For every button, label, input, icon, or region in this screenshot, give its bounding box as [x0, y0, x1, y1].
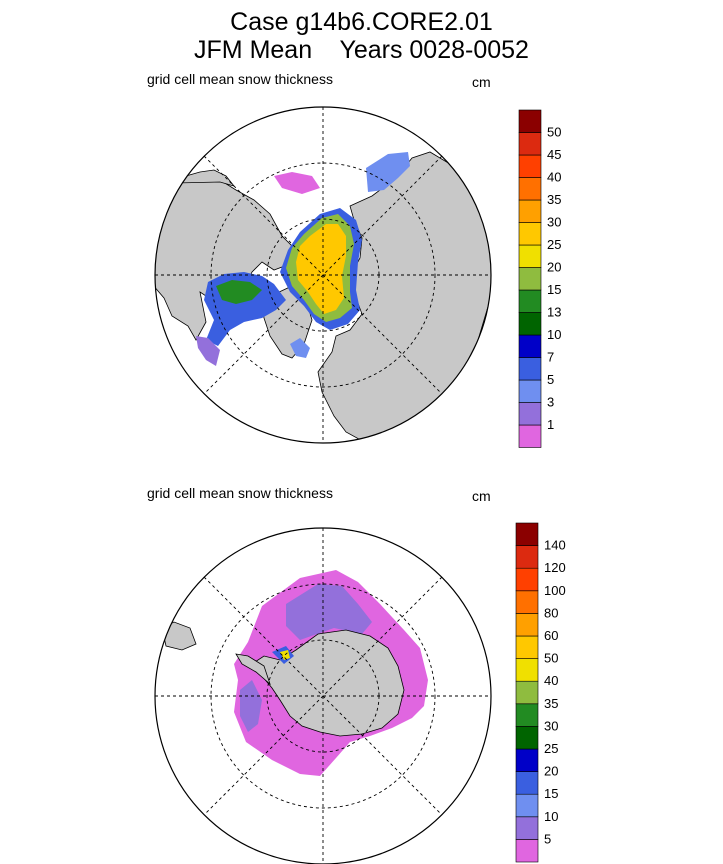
colorbar-south-label: 100: [544, 583, 566, 598]
colorbar-north-label: 40: [547, 170, 561, 185]
colorbar-north-label: 35: [547, 192, 561, 207]
colorbar-north-label: 25: [547, 237, 561, 252]
colorbar-north-swatch-9: [518, 222, 542, 246]
colorbar-north-swatch-10: [518, 199, 542, 223]
colorbar-south-swatch-4: [515, 748, 539, 772]
subtitle: JFM Mean Years 0028-0052: [194, 36, 529, 64]
colorbar-south-label: 80: [544, 605, 558, 620]
colorbar-north-label: 7: [547, 350, 554, 365]
colorbar-north-swatch-7: [518, 267, 542, 291]
colorbar-south-swatch-13: [515, 545, 539, 569]
colorbar-north-label: 10: [547, 327, 561, 342]
colorbar-north-label: 30: [547, 215, 561, 230]
colorbar-south-swatch-11: [515, 590, 539, 614]
colorbar-south-label: 120: [544, 560, 566, 575]
colorbar-south-label: 20: [544, 764, 558, 779]
colorbar-south-swatch-9: [515, 635, 539, 659]
north-map-border: [154, 106, 492, 444]
colorbar-north-swatch-4: [518, 334, 542, 358]
south-map-border: [154, 527, 492, 864]
colorbar-north-label: 50: [547, 125, 561, 140]
colorbar-south-label: 35: [544, 696, 558, 711]
colorbar-north-swatch-1: [518, 402, 542, 426]
colorbar-north-swatch-13: [518, 132, 542, 156]
colorbar-south-swatch-1: [515, 816, 539, 840]
colorbar-north-label: 15: [547, 282, 561, 297]
colorbar-north-swatch-0: [518, 424, 542, 448]
bering-snow: [274, 172, 320, 194]
south-plot-title: grid cell mean snow thickness: [147, 485, 333, 501]
colorbar-south-swatch-0: [515, 839, 539, 863]
colorbar-north-swatch-6: [518, 289, 542, 313]
colorbar-north-label: 13: [547, 305, 561, 320]
south-polar-map: [154, 527, 492, 864]
colorbar-south-swatch-3: [515, 771, 539, 795]
colorbar-south-label: 40: [544, 673, 558, 688]
north-polar-map: [154, 106, 492, 444]
labrador-snow: [196, 336, 220, 366]
southern-snow-purple-w: [240, 680, 262, 732]
main-title: Case g14b6.CORE2.01: [230, 8, 493, 36]
arctic-snow-core: [296, 224, 346, 314]
colorbar-south-label: 15: [544, 786, 558, 801]
south-america-land: [161, 621, 197, 651]
colorbars: 1357101315202530354045505101520253035405…: [515, 109, 566, 863]
colorbar-north-swatch-14: [518, 109, 542, 133]
colorbar-north-swatch-5: [518, 312, 542, 336]
colorbar-south-swatch-10: [515, 613, 539, 637]
north-units-label: cm: [472, 74, 491, 90]
okhotsk-snow: [366, 152, 410, 192]
colorbar-south-swatch-14: [515, 522, 539, 546]
colorbar-south-label: 5: [544, 831, 551, 846]
archipelago-snow-inner: [216, 280, 262, 304]
colorbar-south-swatch-7: [515, 680, 539, 705]
hudson-snow: [290, 338, 310, 358]
colorbar-south-label: 140: [544, 538, 566, 553]
colorbar-north-swatch-2: [518, 379, 542, 403]
colorbar-north-label: 5: [547, 372, 554, 387]
colorbar-north-swatch-12: [518, 154, 542, 178]
colorbar-south-swatch-6: [515, 703, 539, 727]
colorbar-north-label: 3: [547, 395, 554, 410]
colorbar-south-label: 10: [544, 809, 558, 824]
colorbar-north-swatch-3: [518, 357, 542, 381]
colorbar-south-swatch-2: [515, 793, 539, 818]
colorbar-north-label: 20: [547, 260, 561, 275]
south-units-label: cm: [472, 488, 491, 504]
southern-snow-purple: [286, 584, 372, 640]
north-plot-title: grid cell mean snow thickness: [147, 71, 333, 87]
colorbar-south-label: 25: [544, 741, 558, 756]
colorbar-north-swatch-8: [518, 244, 542, 268]
colorbar-south-swatch-5: [515, 726, 539, 750]
colorbar-south-label: 30: [544, 718, 558, 733]
colorbar-north-label: 1: [547, 417, 554, 432]
antarctic-peninsula: [235, 653, 271, 686]
colorbar-north-swatch-11: [518, 177, 542, 201]
colorbar-north-label: 45: [547, 147, 561, 162]
colorbar-south-label: 60: [544, 628, 558, 643]
colorbar-south-swatch-12: [515, 567, 539, 592]
weddell-snow-2: [280, 650, 290, 660]
colorbar-south-swatch-8: [515, 658, 539, 682]
colorbar-south-label: 50: [544, 651, 558, 666]
